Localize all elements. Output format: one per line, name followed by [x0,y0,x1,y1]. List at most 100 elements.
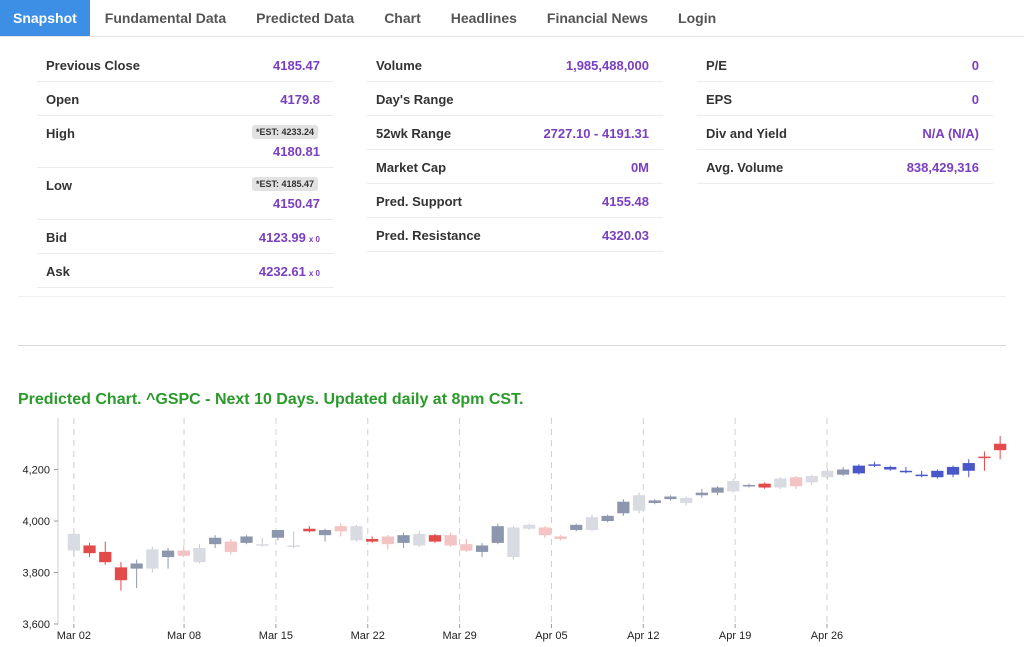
candle-body [523,524,536,529]
candle-body [648,500,661,503]
candle-body [884,466,897,470]
quote-size: x 0 [308,269,320,278]
stat-label: EPS [706,92,733,107]
candle-body [680,497,693,503]
stat-value: 4320.03 [602,228,649,243]
tab-financial-news[interactable]: Financial News [546,10,649,26]
x-tick-label: Apr 26 [811,630,843,642]
stat-row-pred-resistance: Pred. Resistance 4320.03 [367,218,663,252]
candle-body [444,535,457,546]
candle-body [570,524,583,531]
tab-login[interactable]: Login [678,10,717,26]
candle-body [287,545,300,547]
candle-body [475,545,489,552]
stat-value-text: 4320.03 [602,228,649,243]
stat-row-avg-volume: Avg. Volume 838,429,316 [697,150,993,184]
x-tick-label: Apr 05 [535,630,567,642]
candle-body [67,533,80,551]
candle-body [899,470,913,473]
stat-value-text: 4150.47 [273,196,320,211]
stat-value: 4179.8 [280,92,320,107]
candle-body [695,492,708,496]
candle-body [130,563,143,569]
stat-value: 4185.47 [273,58,320,73]
stat-row-volume: Volume 1,985,488,000 [367,48,663,82]
x-tick-label: Mar 02 [57,630,91,642]
chart-title: Predicted Chart. ^GSPC - Next 10 Days. U… [18,391,524,408]
x-tick-label: Mar 15 [259,630,293,642]
stat-value: 4232.61 x 0 [259,264,320,279]
stat-value-text: 4155.48 [602,194,649,209]
candle-body [177,550,190,556]
candle-body [915,474,928,477]
candle-body [256,544,269,546]
candle-body [758,483,771,488]
candle-body [789,477,803,487]
tab-fundamental-data[interactable]: Fundamental Data [104,10,227,26]
candle-body [318,530,332,536]
stats-column-price: Previous Close 4185.47 Open 4179.8 High *EST:… [37,48,334,288]
candle-body [632,495,646,511]
section-divider [18,296,1006,297]
tab-bar: Snapshot Fundamental Data Predicted Data Ch… [0,0,1024,37]
stat-label: Open [46,92,80,107]
stat-row-ask: Ask 4232.61 x 0 [37,254,334,288]
candle-body [99,551,112,563]
stat-row-52wk-range: 52wk Range 2727.10 - 4191.31 [367,116,663,150]
candle-body [931,470,944,478]
x-tick-label: Mar 22 [351,630,385,642]
stat-value: N/A (N/A) [922,126,979,141]
stat-label: Previous Close [46,58,140,73]
candle-body [617,501,630,514]
stat-row-open: Open 4179.8 [37,82,334,116]
candle-body [868,464,881,466]
candle-body [774,478,787,488]
candle-body [994,443,1007,451]
candle-body [507,527,520,558]
x-tick-label: Mar 08 [167,630,201,642]
candle-body [209,537,222,545]
candle-body [585,517,599,531]
y-tick-label: 4,000 [22,516,50,528]
stat-row-p-e: P/E 0 [697,48,993,82]
stat-value-text: 2727.10 - 4191.31 [543,126,649,141]
candle-body [742,484,756,487]
candle-body [193,548,206,563]
tab-predicted-data[interactable]: Predicted Data [256,10,355,26]
x-tick-label: Apr 12 [627,630,659,642]
stats-column-volume: Volume 1,985,488,000 Day's Range 52wk Range… [367,48,663,252]
stat-label: Avg. Volume [706,160,784,175]
x-tick-label: Apr 19 [719,630,751,642]
y-tick-label: 3,600 [22,619,50,631]
y-tick-label: 4,200 [22,465,50,477]
candle-body [821,470,834,478]
candle-body [303,528,316,532]
candlestick-chart[interactable]: 3,600 3,800 4,000 4,200 Mar 02 Mar 08 Mar 15 Ma… [0,410,1024,647]
candle-body [837,469,850,475]
tab-snapshot[interactable]: Snapshot [0,0,90,36]
stat-value-text: N/A (N/A) [922,126,979,141]
stat-label: Pred. Support [376,194,462,209]
candle-body [334,526,347,532]
stat-label: Low [46,178,72,193]
estimate-badge: *EST: 4185.47 [251,177,318,191]
stat-label: Bid [46,230,67,245]
candle-body [350,526,363,541]
tab-chart[interactable]: Chart [384,10,421,26]
stat-value: 0 [972,58,979,73]
stat-value: 0 [972,92,979,107]
stat-row-high: High *EST: 4233.24 4180.81 [37,116,334,168]
tab-headlines[interactable]: Headlines [450,10,517,26]
candle-body [978,456,991,459]
stat-label: Ask [46,264,70,279]
candle-body [805,475,818,483]
stat-row-market-cap: Market Cap 0M [367,150,663,184]
stat-value-text: 4232.61 [258,264,306,279]
candle-body [381,536,394,545]
candle-body [491,526,504,543]
candle-body [114,567,128,581]
stat-label: P/E [706,58,727,73]
stat-value: 2727.10 - 4191.31 [543,126,649,141]
stat-value-text: 0 [971,92,979,107]
stat-row-pred-support: Pred. Support 4155.48 [367,184,663,218]
